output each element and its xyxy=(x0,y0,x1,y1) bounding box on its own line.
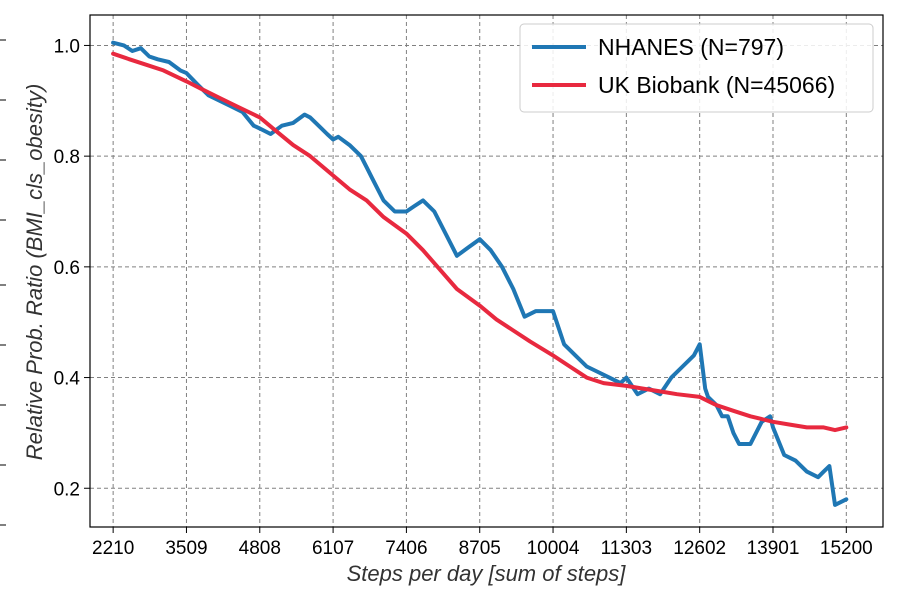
legend-label-ukbiobank: UK Biobank (N=45066) xyxy=(598,72,835,98)
x-tick-labels: 2210 3509 4808 6107 7406 8705 10004 11303 12602 1… xyxy=(92,527,873,559)
x-tick-label: 10004 xyxy=(527,538,580,559)
y-tick-label: 0.8 xyxy=(54,147,80,168)
legend: NHANES (N=797) UK Biobank (N=45066) xyxy=(519,23,874,113)
x-tick-label: 6107 xyxy=(312,538,354,559)
x-tick-label: 12602 xyxy=(673,538,726,559)
x-axis-label: Steps per day [sum of steps] xyxy=(347,561,627,586)
x-tick-label: 11303 xyxy=(601,538,652,559)
y-tick-label: 0.6 xyxy=(54,258,80,279)
x-tick-label: 4808 xyxy=(239,538,281,559)
y-tick-label: 0.4 xyxy=(54,369,81,390)
x-tick-label: 13901 xyxy=(747,538,800,559)
x-tick-label: 8705 xyxy=(459,538,501,559)
plot-frame xyxy=(89,14,884,528)
series-line-ukbiobank xyxy=(111,51,849,433)
x-tick-label: 7406 xyxy=(385,538,427,559)
y-axis-label: Relative Prob. Ratio (BMI_cls_obesity) xyxy=(22,84,47,461)
x-tick-label: 2210 xyxy=(92,538,134,559)
plot-lines xyxy=(111,40,849,507)
legend-label-nhanes: NHANES (N=797) xyxy=(598,34,784,60)
x-tick-label: 3509 xyxy=(165,538,207,559)
y-tick-label: 0.2 xyxy=(54,479,80,500)
y-tick-label: 1.0 xyxy=(54,36,80,57)
y-tick-labels: 0.2 0.4 0.6 0.8 1.0 xyxy=(54,36,90,500)
legend-box xyxy=(519,23,874,113)
series-line-nhanes xyxy=(111,40,849,507)
x-tick-label: 15200 xyxy=(820,538,873,559)
